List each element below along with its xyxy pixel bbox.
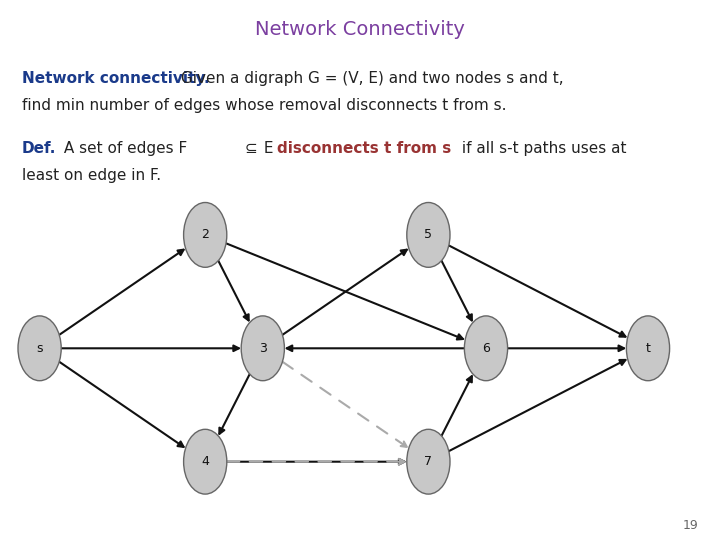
Text: least on edge in F.: least on edge in F. <box>22 168 161 183</box>
Text: ⊆: ⊆ <box>245 141 258 156</box>
Text: find min number of edges whose removal disconnects t from s.: find min number of edges whose removal d… <box>22 98 506 113</box>
Text: Network Connectivity: Network Connectivity <box>255 20 465 39</box>
Text: 2: 2 <box>202 228 209 241</box>
Ellipse shape <box>184 202 227 267</box>
Text: 7: 7 <box>424 455 433 468</box>
Text: 3: 3 <box>259 342 266 355</box>
Text: if all s-t paths uses at: if all s-t paths uses at <box>457 141 626 156</box>
Ellipse shape <box>18 316 61 381</box>
Text: Given a digraph G = (V, E) and two nodes s and t,: Given a digraph G = (V, E) and two nodes… <box>176 71 564 86</box>
Text: A set of edges F: A set of edges F <box>59 141 192 156</box>
Text: disconnects t from s: disconnects t from s <box>277 141 451 156</box>
Ellipse shape <box>626 316 670 381</box>
Text: s: s <box>36 342 43 355</box>
Text: Network connectivity.: Network connectivity. <box>22 71 210 86</box>
Ellipse shape <box>464 316 508 381</box>
Text: 5: 5 <box>424 228 433 241</box>
Ellipse shape <box>407 202 450 267</box>
Text: 6: 6 <box>482 342 490 355</box>
Text: 19: 19 <box>683 519 698 532</box>
Ellipse shape <box>241 316 284 381</box>
Ellipse shape <box>407 429 450 494</box>
Text: E: E <box>259 141 279 156</box>
Text: 4: 4 <box>202 455 209 468</box>
Text: Def.: Def. <box>22 141 56 156</box>
Ellipse shape <box>184 429 227 494</box>
Text: t: t <box>646 342 650 355</box>
